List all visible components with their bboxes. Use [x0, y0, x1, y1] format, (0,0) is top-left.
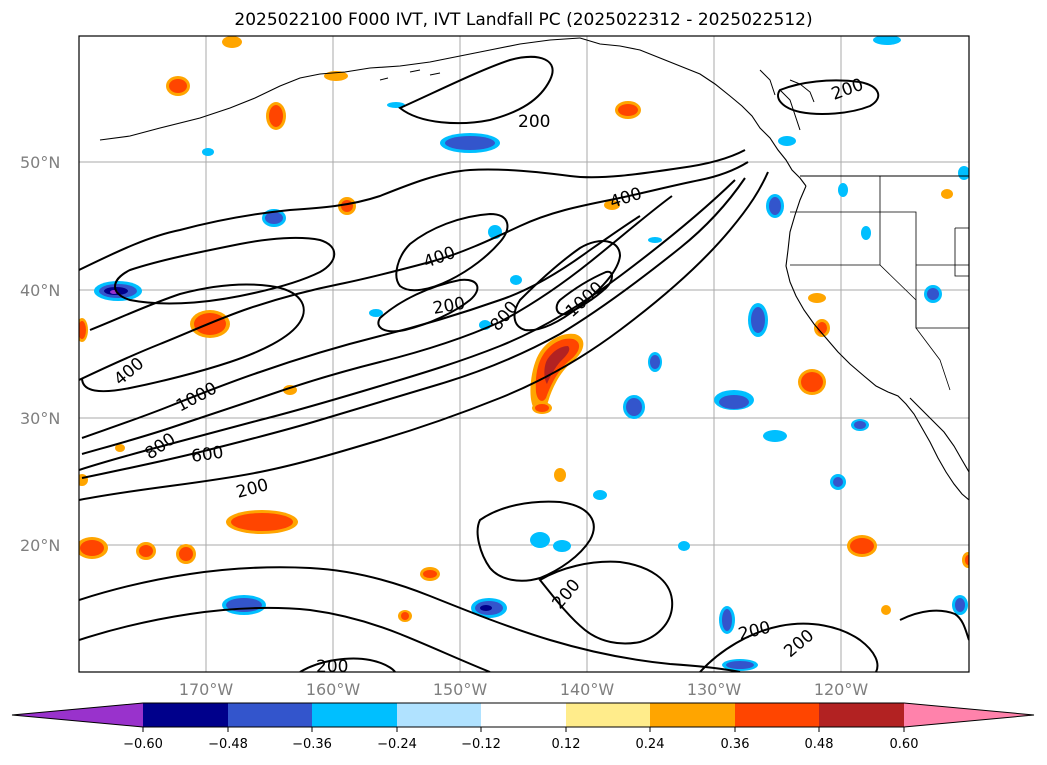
colorbar-tick-label: 0.12	[552, 737, 581, 752]
contour-label: 200	[316, 657, 348, 677]
colorbar-segment	[819, 703, 904, 727]
colorbar-segment	[143, 703, 228, 727]
map-panel: 200 200 400 400 200 800 1000 400 1000 80…	[79, 36, 969, 677]
colorbar-tick-label: 0.48	[805, 737, 834, 752]
lat-label: 50°N	[20, 153, 60, 172]
colorbar-segment	[481, 703, 566, 727]
lat-labels: 50°N 40°N 30°N 20°N	[20, 153, 60, 555]
colorbar: −0.60 −0.48 −0.36 −0.24 −0.12 0.12 0.24 …	[11, 702, 1035, 752]
colorbar-extend-high	[904, 703, 1034, 727]
contour-label: 600	[190, 443, 225, 467]
colorbar-segment	[735, 703, 819, 727]
lat-label: 30°N	[20, 409, 60, 428]
colorbar-segment	[566, 703, 650, 727]
colorbar-segment	[312, 703, 397, 727]
colorbar-segment	[228, 703, 312, 727]
colorbar-tick-label: −0.36	[292, 737, 332, 752]
lon-label: 130°W	[687, 680, 742, 699]
colorbar-tick-label: 0.60	[890, 737, 919, 752]
map-frame	[78, 35, 970, 673]
lon-label: 160°W	[306, 680, 361, 699]
colorbar-segment	[397, 703, 481, 727]
lon-labels: 170°W 160°W 150°W 140°W 130°W 120°W	[179, 680, 869, 699]
lon-label: 120°W	[814, 680, 869, 699]
colorbar-tick-label: −0.48	[208, 737, 248, 752]
colorbar-tick-label: −0.12	[461, 737, 501, 752]
coastlines	[99, 37, 969, 501]
lon-label: 170°W	[179, 680, 234, 699]
lat-label: 40°N	[20, 281, 60, 300]
colorbar-tick-label: −0.24	[377, 737, 417, 752]
colorbar-extend-low	[12, 703, 143, 727]
colorbar-segment	[650, 703, 735, 727]
lat-label: 20°N	[20, 536, 60, 555]
lon-label: 140°W	[560, 680, 615, 699]
lon-label: 150°W	[433, 680, 488, 699]
colorbar-tick-label: −0.60	[123, 737, 163, 752]
gridlines	[79, 36, 969, 672]
map-title: 2025022100 F000 IVT, IVT Landfall PC (20…	[234, 10, 813, 30]
contour-label: 200	[518, 112, 550, 132]
colorbar-tick-label: 0.36	[721, 737, 750, 752]
colorbar-tick-label: 0.24	[636, 737, 665, 752]
ivt-contours	[79, 55, 969, 672]
